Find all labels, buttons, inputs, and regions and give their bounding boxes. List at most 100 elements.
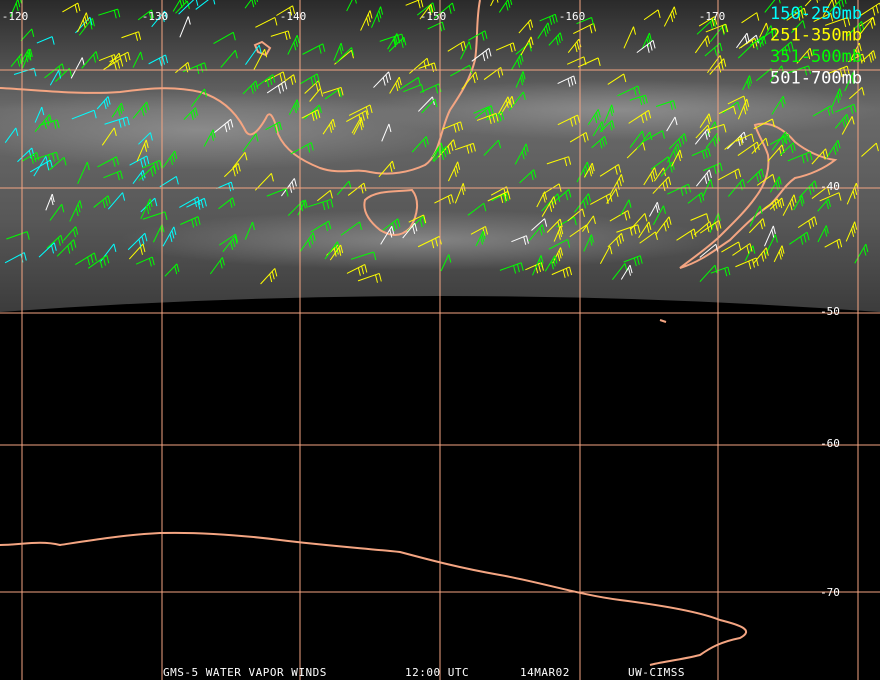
- barb-flag: [492, 114, 496, 123]
- wind-barb: [639, 231, 658, 244]
- barb-shaft: [351, 117, 362, 134]
- barb-flag: [84, 16, 88, 25]
- barb-flag: [434, 99, 438, 108]
- barb-shaft: [471, 47, 490, 62]
- barb-flag: [834, 0, 837, 4]
- barb-shaft: [104, 116, 128, 125]
- barb-shaft: [691, 147, 709, 157]
- barb-flag: [749, 243, 753, 252]
- barb-flag: [455, 165, 459, 174]
- barb-flag: [809, 48, 813, 57]
- barb-flag: [765, 247, 769, 256]
- wind-barb: [764, 0, 781, 13]
- wind-barb: [749, 205, 763, 227]
- barb-shaft: [333, 42, 342, 61]
- barb-flag: [751, 133, 755, 143]
- barb-flag: [179, 0, 183, 9]
- barb-flag: [837, 140, 841, 149]
- barb-shaft: [583, 162, 593, 178]
- wind-barb: [824, 238, 843, 249]
- barb-shaft: [655, 216, 670, 236]
- barb-shaft: [620, 264, 631, 280]
- barb-shaft: [819, 192, 840, 202]
- wind-barb: [276, 5, 296, 16]
- barb-flag: [151, 9, 155, 19]
- barb-flag: [652, 170, 656, 179]
- barb-flag: [156, 161, 160, 170]
- wind-barb: [20, 28, 35, 42]
- wind-barb: [835, 103, 857, 114]
- barb-flag: [380, 6, 384, 15]
- barb-flag: [460, 121, 464, 130]
- barb-flag: [119, 170, 123, 180]
- barb-shaft: [103, 58, 121, 71]
- barb-shaft: [220, 49, 236, 68]
- wind-barb: [698, 16, 718, 27]
- barb-flag: [46, 117, 50, 126]
- barb-flag: [230, 182, 234, 191]
- barb-shaft: [590, 193, 611, 205]
- barb-flag: [553, 196, 557, 205]
- wind-barb: [599, 164, 622, 177]
- barb-flag: [667, 156, 671, 165]
- barb-flag: [704, 149, 708, 158]
- barb-flag: [811, 218, 815, 227]
- barb-flag: [28, 48, 32, 58]
- barb-flag: [200, 199, 204, 209]
- wind-barb: [148, 54, 169, 67]
- barb-flag: [456, 123, 460, 132]
- barb-flag: [43, 120, 47, 129]
- barb-shaft: [748, 218, 764, 234]
- barb-shaft: [121, 31, 139, 39]
- barb-flag: [482, 227, 486, 236]
- barb-flag: [668, 216, 672, 225]
- barb-shaft: [550, 189, 570, 205]
- wind-barb: [569, 224, 590, 238]
- barb-flag: [149, 132, 153, 141]
- barb-shaft: [518, 19, 531, 34]
- barb-flag: [417, 0, 421, 9]
- cloud-streak: [120, 210, 720, 270]
- barb-flag: [153, 165, 157, 174]
- barb-shaft: [787, 151, 811, 162]
- wind-barb: [473, 106, 492, 115]
- barb-flag: [119, 105, 123, 114]
- wind-barb: [301, 109, 321, 121]
- barb-flag: [99, 259, 103, 269]
- barb-shaft: [749, 205, 761, 227]
- barb-flag: [274, 124, 278, 133]
- barb-shaft: [96, 96, 109, 110]
- barb-flag: [482, 231, 486, 240]
- wind-barb: [607, 73, 627, 85]
- barb-shaft: [335, 47, 352, 64]
- wind-barb: [129, 155, 150, 168]
- barb-flag: [448, 5, 452, 14]
- barb-flag: [398, 77, 402, 86]
- barb-flag: [541, 224, 545, 233]
- barb-flag: [567, 239, 571, 248]
- wind-barb: [77, 12, 89, 33]
- wind-barb: [448, 161, 461, 182]
- barb-flag: [510, 0, 513, 5]
- barb-flag: [185, 0, 187, 2]
- wind-barb: [652, 176, 672, 194]
- barb-flag: [836, 240, 840, 249]
- wind-barb: [45, 193, 55, 211]
- barb-flag: [513, 265, 517, 274]
- barb-flag: [861, 87, 865, 96]
- barb-flag: [559, 218, 563, 228]
- barb-flag: [107, 195, 111, 204]
- barb-shaft: [77, 12, 87, 33]
- barb-flag: [844, 116, 848, 125]
- wind-barb: [859, 17, 876, 36]
- barb-shaft: [831, 88, 841, 107]
- barb-flag: [573, 216, 577, 226]
- barb-flag: [149, 198, 153, 208]
- barb-flag: [82, 19, 86, 28]
- wind-barb: [724, 136, 743, 150]
- graticule-labels: -120 -130 -140 -150 -160 -170 -40 -50 -60 -70: [2, 10, 840, 599]
- barb-shaft: [556, 216, 575, 228]
- barb-flag: [144, 143, 148, 152]
- barb-flag: [293, 42, 297, 51]
- barb-shaft: [541, 193, 559, 212]
